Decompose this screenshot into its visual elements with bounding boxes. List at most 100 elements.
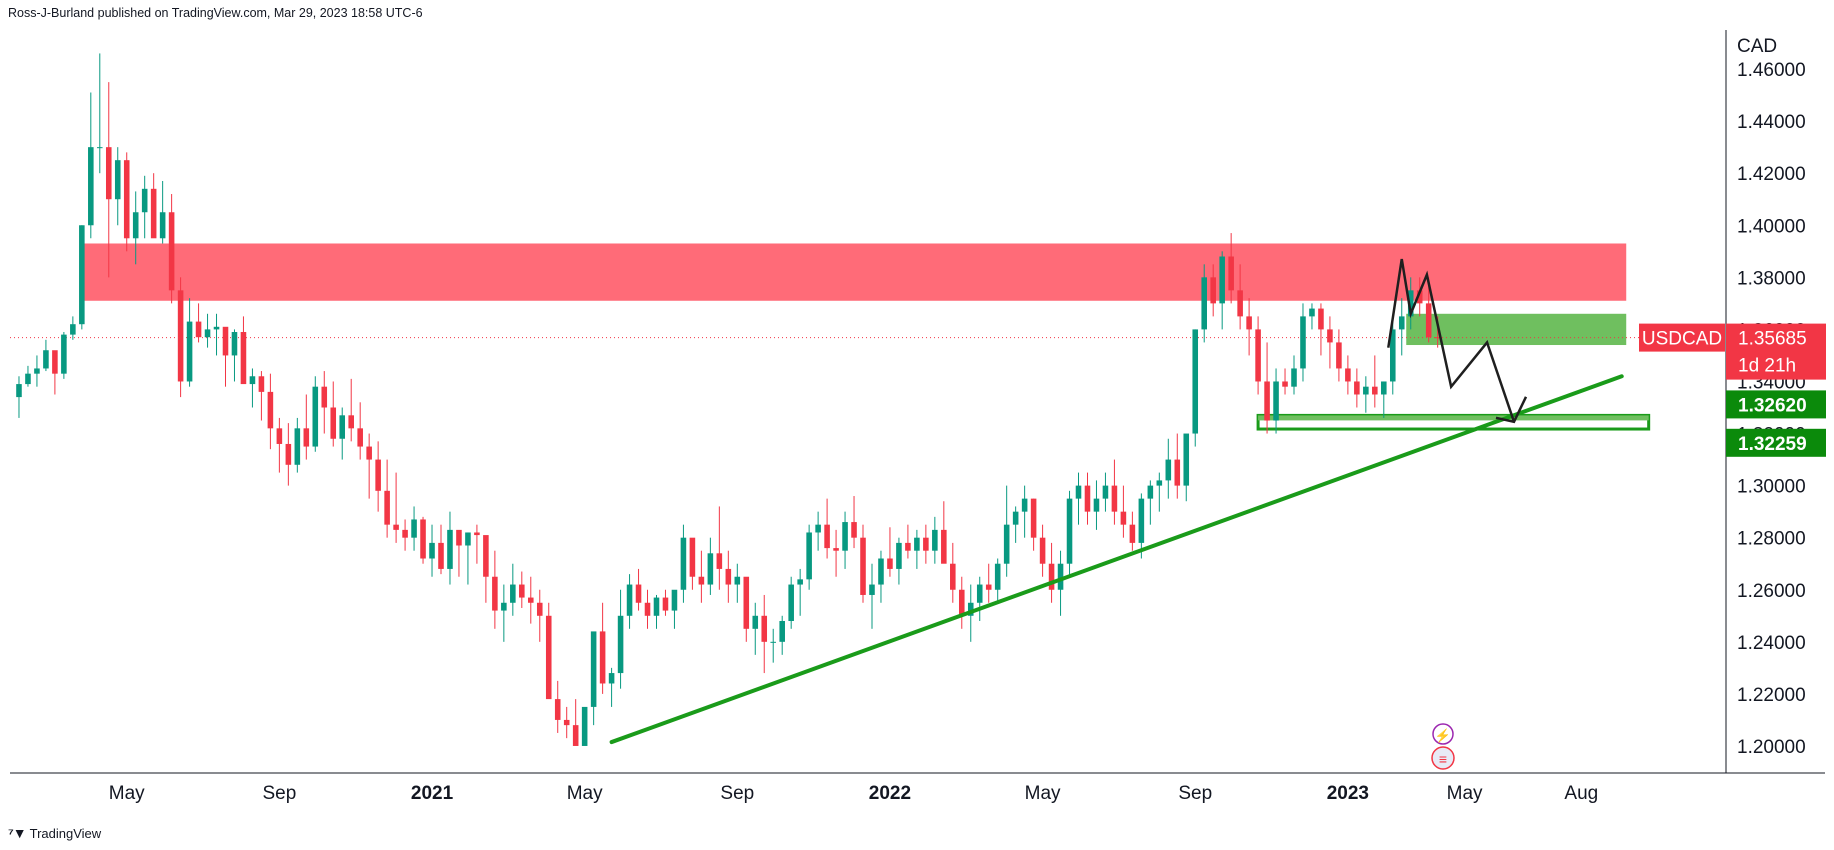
support-price-value: 1.32620	[1738, 395, 1807, 416]
candle-body	[608, 673, 615, 684]
candle-body	[204, 329, 211, 338]
publish-header: Ross-J-Burland published on TradingView.…	[8, 6, 423, 20]
candle-body	[1030, 498, 1037, 538]
candle-body	[1318, 308, 1324, 330]
current-price-value: 1.35685	[1738, 329, 1807, 350]
candle-body	[393, 524, 399, 530]
candle-body	[330, 407, 337, 439]
candle-body	[1138, 498, 1145, 543]
candle-body	[52, 350, 58, 374]
candle-body	[168, 212, 175, 291]
candle-body	[1291, 368, 1297, 387]
candle-body	[456, 529, 462, 546]
candle-body	[581, 706, 588, 746]
candle-body	[1057, 563, 1064, 590]
candle-body	[1273, 381, 1279, 421]
candle-body	[878, 558, 884, 585]
x-tick-label: Sep	[1178, 783, 1212, 804]
support-price-tag	[1726, 428, 1826, 457]
x-tick-label: Sep	[720, 783, 754, 804]
candle-body	[824, 524, 830, 549]
candle-body	[1066, 498, 1073, 564]
candle-body	[294, 428, 301, 465]
candle-body	[420, 519, 426, 559]
candle-body	[1129, 524, 1136, 543]
candle-body	[725, 568, 732, 585]
candle-body	[312, 386, 319, 447]
candle-body	[1012, 511, 1019, 525]
candle-body	[1372, 386, 1378, 395]
candle-body	[716, 553, 723, 569]
tradingview-logo-icon[interactable]: ⁷▼	[8, 825, 27, 841]
candle-body	[887, 558, 893, 569]
candle-body	[1120, 511, 1127, 525]
candle-body	[770, 641, 777, 643]
candle-body	[689, 537, 696, 577]
candle-countdown: 1d 21h	[1738, 356, 1796, 377]
candle-body	[626, 584, 633, 616]
candle-body	[1354, 381, 1360, 395]
candle-body	[483, 535, 489, 577]
candle-body	[411, 519, 417, 538]
candle-body	[1111, 485, 1118, 512]
candle-body	[1228, 256, 1234, 291]
resistance-zone	[81, 243, 1627, 301]
candle-body	[1093, 498, 1100, 512]
candle-body	[474, 532, 480, 536]
lightning-event-glyph: ⚡	[1435, 728, 1451, 744]
candle-body	[1039, 537, 1046, 564]
candle-body	[743, 576, 750, 629]
symbol-name-label: USDCAD	[1642, 329, 1722, 350]
candle-body	[492, 576, 498, 611]
candle-body	[905, 542, 911, 551]
candle-body	[1210, 277, 1216, 304]
candle-body	[545, 615, 552, 700]
x-tick-label: May	[1025, 783, 1061, 804]
candle-body	[680, 537, 687, 590]
projection-arrowhead	[1495, 396, 1528, 424]
symbol-name-tag	[1639, 323, 1725, 352]
candle-body	[1327, 329, 1333, 343]
candle-body	[429, 542, 435, 559]
candle-body	[1381, 381, 1387, 395]
candle-body	[1425, 303, 1432, 338]
candle-body	[70, 324, 76, 335]
candle-body	[761, 615, 768, 642]
candle-body	[43, 350, 49, 369]
candle-body	[1407, 290, 1414, 317]
candle-body	[563, 719, 570, 726]
candle-body	[994, 563, 1001, 590]
x-tick-label: Aug	[1564, 783, 1598, 804]
candle-body	[1165, 459, 1172, 481]
candle-body	[788, 584, 794, 621]
candle-body	[923, 537, 929, 551]
candle-body	[1398, 316, 1405, 330]
candle-body	[150, 188, 157, 239]
candle-body	[914, 537, 920, 551]
footer: ⁷▼ TradingView	[8, 825, 101, 841]
candle-body	[635, 584, 642, 603]
candle-body	[177, 290, 184, 382]
candle-body	[357, 428, 363, 447]
x-tick-label: 2021	[411, 783, 454, 804]
candle-body	[402, 529, 408, 538]
candle-body	[501, 602, 507, 611]
candle-body	[348, 415, 354, 429]
candle-body	[662, 597, 669, 611]
candle-body	[734, 576, 741, 585]
candle-body	[34, 368, 40, 374]
candle-body	[366, 446, 372, 460]
candle-body	[285, 443, 292, 465]
candle-body	[528, 597, 534, 603]
candle-body	[249, 376, 256, 385]
candle-body	[1309, 308, 1315, 317]
candle-body	[1048, 563, 1055, 590]
candle-body	[985, 584, 992, 590]
candle-body	[240, 332, 247, 385]
x-tick-label: Sep	[262, 783, 296, 804]
candle-body	[941, 529, 947, 564]
candle-body	[833, 548, 839, 551]
candle-body	[16, 384, 22, 398]
candle-body	[1282, 381, 1288, 387]
